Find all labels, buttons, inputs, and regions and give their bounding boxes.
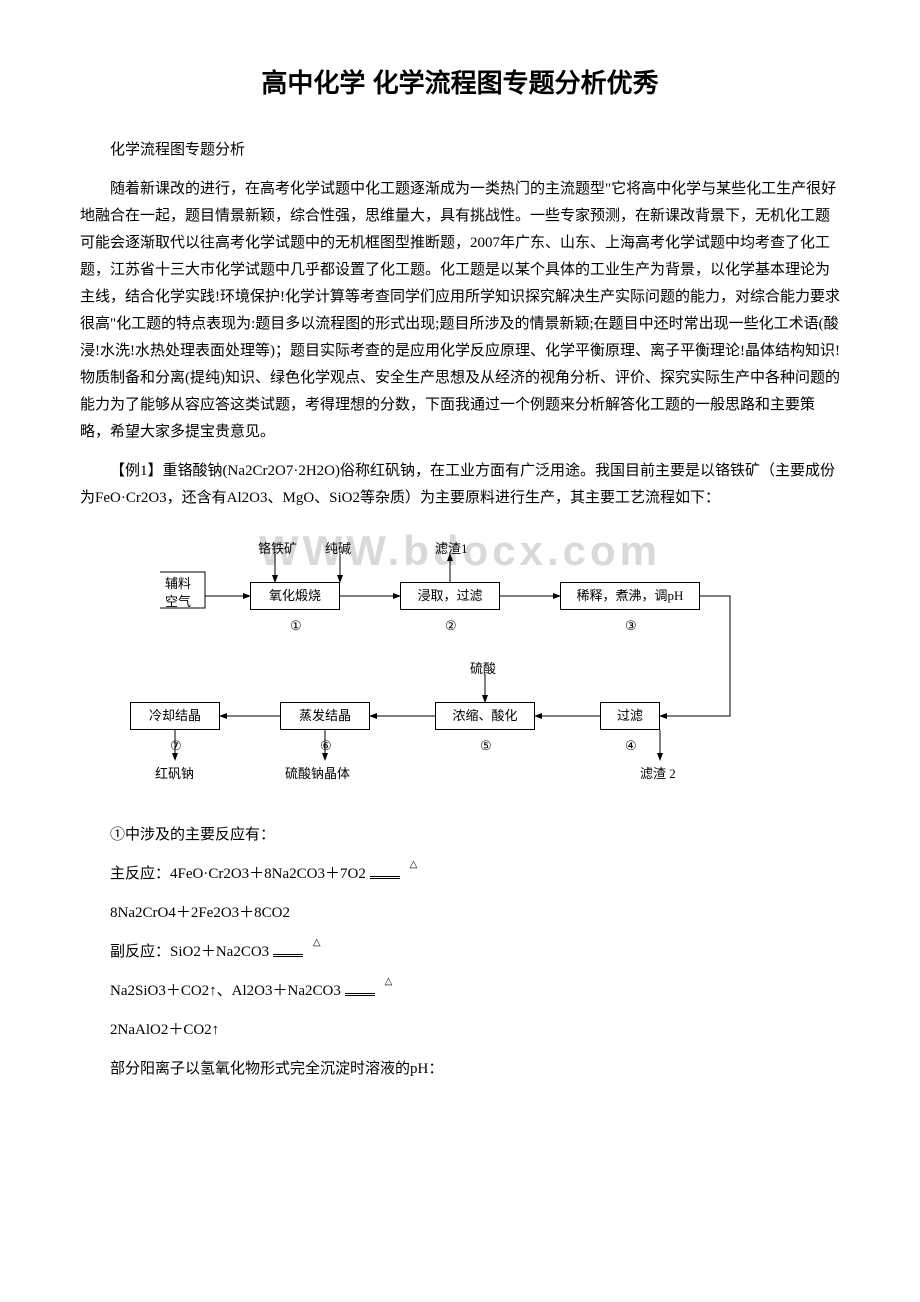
- flowchart-step-number: ①: [290, 614, 302, 637]
- flowchart-label: 滤渣 2: [640, 762, 676, 785]
- flowchart-step-number: ②: [445, 614, 457, 637]
- flowchart-box: 氧化煅烧: [250, 582, 340, 610]
- flowchart-label: 铬铁矿: [258, 537, 297, 560]
- subtitle: 化学流程图专题分析: [80, 137, 840, 164]
- page-title: 高中化学 化学流程图专题分析优秀: [80, 60, 840, 107]
- flowchart-label: 硫酸钠晶体: [285, 762, 350, 785]
- flowchart-box: 浸取，过滤: [400, 582, 500, 610]
- side-reaction-text1: 副反应：SiO2＋Na2CO3: [110, 944, 269, 960]
- flowchart-label: 滤渣1: [435, 537, 468, 560]
- flowchart-label: 硫酸: [470, 657, 496, 680]
- side-reaction-line1: 副反应：SiO2＋Na2CO3 △: [80, 939, 840, 966]
- flowchart-label: 空气: [165, 590, 191, 613]
- side-reaction-line3: 2NaAlO2＋CO2↑: [80, 1017, 840, 1044]
- reaction-arrow-delta: △: [370, 870, 400, 879]
- flowchart-step-number: ④: [625, 734, 637, 757]
- flowchart-box: 过滤: [600, 702, 660, 730]
- reaction-arrow-delta-2: △: [273, 948, 303, 957]
- main-reaction-line2: 8Na2CrO4＋2Fe2O3＋8CO2: [80, 900, 840, 927]
- example-intro: 【例1】重铬酸钠(Na2Cr2O7·2H2O)俗称红矾钠，在工业方面有广泛用途。…: [80, 458, 840, 512]
- flowchart-box: 蒸发结晶: [280, 702, 370, 730]
- flowchart-step-number: ⑥: [320, 734, 332, 757]
- main-reaction-line1: 主反应：4FeO·Cr2O3＋8Na2CO3＋7O2 △: [80, 861, 840, 888]
- flowchart: 氧化煅烧浸取，过滤稀释，煮沸，调pH过滤浓缩、酸化蒸发结晶冷却结晶铬铁矿纯碱滤渣…: [110, 532, 810, 792]
- flowchart-box: 稀释，煮沸，调pH: [560, 582, 700, 610]
- ph-line: 部分阳离子以氢氧化物形式完全沉淀时溶液的pH：: [80, 1056, 840, 1083]
- side-reaction-line2: Na2SiO3＋CO2↑、Al2O3＋Na2CO3 △: [80, 978, 840, 1005]
- reaction-intro: ①中涉及的主要反应有：: [80, 822, 840, 849]
- flowchart-step-number: ⑤: [480, 734, 492, 757]
- flowchart-label: 红矾钠: [155, 762, 194, 785]
- main-reaction-text: 主反应：4FeO·Cr2O3＋8Na2CO3＋7O2: [110, 866, 366, 882]
- flowchart-box: 冷却结晶: [130, 702, 220, 730]
- side-reaction-text2: Na2SiO3＋CO2↑、Al2O3＋Na2CO3: [110, 983, 341, 999]
- flowchart-arrows: [110, 532, 810, 792]
- reaction-arrow-delta-3: △: [345, 987, 375, 996]
- flowchart-box: 浓缩、酸化: [435, 702, 535, 730]
- intro-paragraph: 随着新课改的进行，在高考化学试题中化工题逐渐成为一类热门的主流题型"它将高中化学…: [80, 176, 840, 446]
- flowchart-step-number: ③: [625, 614, 637, 637]
- flowchart-step-number: ⑦: [170, 734, 182, 757]
- flowchart-label: 纯碱: [325, 537, 351, 560]
